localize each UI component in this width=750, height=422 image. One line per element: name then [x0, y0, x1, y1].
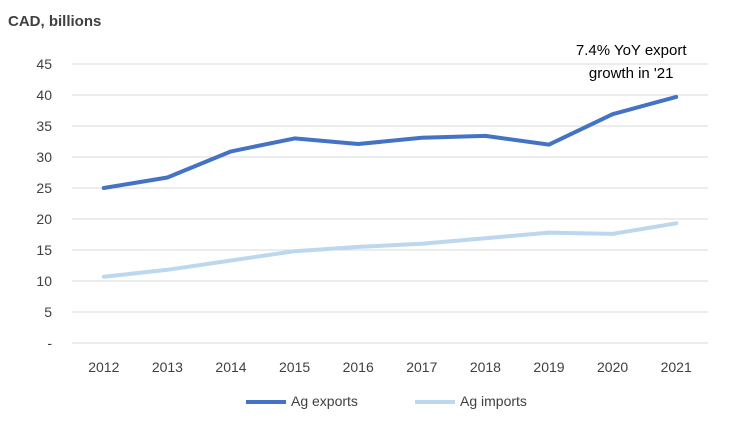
x-tick-label: 2015: [279, 359, 310, 375]
y-tick-label: 35: [36, 118, 52, 134]
y-tick-label: -: [47, 335, 52, 351]
legend-label: Ag imports: [460, 393, 527, 409]
x-tick-label: 2018: [470, 359, 501, 375]
x-tick-label: 2012: [88, 359, 119, 375]
y-tick-label: 45: [36, 56, 52, 72]
annotations: 7.4% YoY export growth in '21: [576, 42, 687, 82]
y-tick-label: 30: [36, 149, 52, 165]
x-tick-label: 2021: [661, 359, 692, 375]
y-tick-label: 20: [36, 211, 52, 227]
annotation-text: 7.4% YoY export: [576, 42, 687, 59]
series-line-ag-exports: [101, 94, 679, 190]
x-tick-label: 2013: [152, 359, 183, 375]
x-tick-label: 2014: [215, 359, 246, 375]
annotation-text: growth in '21: [589, 65, 674, 82]
series-line-ag-imports: [101, 221, 679, 279]
legend: Ag exports Ag imports: [246, 393, 527, 409]
y-axis-tick-labels: - 5 10 15 20 25 30 35 40 45: [36, 56, 52, 351]
x-axis-tick-labels: 2012 2013 2014 2015 2016 2017 2018 2019 2020 2021: [88, 359, 692, 375]
x-tick-label: 2019: [533, 359, 564, 375]
legend-label: Ag exports: [291, 393, 358, 409]
y-tick-label: 10: [36, 273, 52, 289]
y-tick-label: 15: [36, 242, 52, 258]
x-tick-label: 2020: [597, 359, 628, 375]
unit-label: CAD, billions: [8, 13, 101, 30]
y-tick-label: 40: [36, 87, 52, 103]
x-tick-label: 2017: [406, 359, 437, 375]
y-tick-label: 5: [44, 304, 52, 320]
x-tick-label: 2016: [343, 359, 374, 375]
gridlines: [72, 63, 708, 313]
y-tick-label: 25: [36, 180, 52, 196]
series-lines: [101, 94, 679, 279]
